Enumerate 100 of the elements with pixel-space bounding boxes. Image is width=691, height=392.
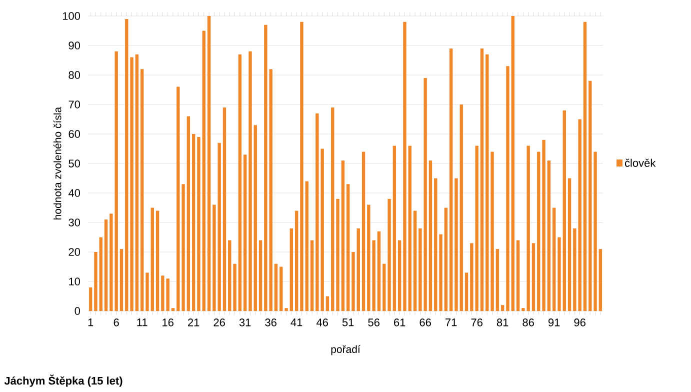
bar bbox=[140, 69, 144, 311]
bar bbox=[506, 66, 510, 311]
bar bbox=[460, 104, 463, 311]
bar bbox=[454, 178, 458, 311]
bar bbox=[233, 264, 236, 311]
y-tick-label: 80 bbox=[68, 71, 80, 79]
bar bbox=[331, 107, 334, 311]
x-tick-label: 36 bbox=[265, 318, 276, 326]
bar bbox=[280, 266, 283, 311]
bar bbox=[558, 237, 561, 311]
y-tick-label: 40 bbox=[68, 189, 80, 197]
x-axis-title: pořadí bbox=[331, 345, 360, 356]
x-tick-label: 51 bbox=[342, 318, 354, 326]
y-tick-label: 90 bbox=[68, 42, 80, 50]
bar bbox=[516, 240, 520, 311]
x-tick-label: 91 bbox=[548, 318, 560, 326]
bar bbox=[362, 152, 366, 311]
x-tick-label: 61 bbox=[394, 318, 406, 326]
bar bbox=[228, 240, 232, 311]
x-tick-label: 21 bbox=[188, 318, 200, 326]
bar bbox=[392, 146, 396, 311]
bar bbox=[150, 208, 154, 311]
bar bbox=[207, 16, 211, 311]
bar bbox=[480, 48, 484, 311]
bar bbox=[377, 231, 381, 311]
x-tick-label: 41 bbox=[290, 318, 302, 326]
text: Jáchym Štěpka (15 let) bbox=[4, 374, 122, 387]
y-tick-label: 60 bbox=[68, 130, 80, 138]
x-tick-label: 76 bbox=[471, 318, 482, 326]
bar bbox=[490, 152, 494, 311]
x-tick-label: 26 bbox=[214, 318, 225, 326]
bar bbox=[547, 160, 551, 311]
bar bbox=[94, 252, 98, 311]
bar bbox=[408, 146, 412, 311]
x-tick-label: 11 bbox=[137, 318, 148, 326]
y-tick-label: 0 bbox=[74, 307, 80, 315]
bar bbox=[238, 54, 242, 311]
x-tick-label: 1 bbox=[88, 318, 94, 326]
bar bbox=[403, 22, 406, 311]
bar bbox=[222, 107, 226, 311]
bar bbox=[192, 134, 196, 311]
bar bbox=[258, 240, 262, 311]
bar bbox=[274, 264, 278, 311]
bar bbox=[248, 51, 252, 311]
bar bbox=[583, 22, 587, 311]
bar bbox=[197, 136, 200, 311]
bar bbox=[284, 308, 288, 311]
bar bbox=[305, 181, 308, 311]
y-tick-label: 50 bbox=[68, 160, 80, 168]
bar bbox=[428, 160, 432, 311]
y-tick-label: 100 bbox=[62, 12, 80, 20]
bar bbox=[156, 210, 160, 311]
bar bbox=[135, 54, 139, 311]
bar bbox=[356, 228, 360, 311]
bar bbox=[176, 86, 180, 311]
bar bbox=[341, 160, 345, 311]
bar bbox=[104, 220, 108, 311]
bar bbox=[382, 264, 386, 311]
bar bbox=[398, 240, 402, 311]
x-tick-label: 86 bbox=[522, 318, 534, 326]
bar bbox=[352, 252, 355, 311]
bar bbox=[594, 152, 597, 311]
x-tick-label: 66 bbox=[420, 318, 431, 326]
bar bbox=[439, 234, 442, 311]
bar bbox=[99, 237, 102, 311]
bar bbox=[290, 228, 294, 311]
bar bbox=[496, 249, 500, 311]
bar bbox=[294, 210, 298, 311]
x-tick-label: 6 bbox=[114, 318, 119, 326]
bar bbox=[88, 287, 92, 311]
bar bbox=[310, 240, 314, 311]
bar bbox=[449, 48, 453, 311]
legend-label: člověk bbox=[624, 158, 656, 167]
bar bbox=[486, 54, 489, 311]
bar bbox=[413, 210, 417, 311]
x-tick-label: 31 bbox=[239, 318, 251, 326]
bar bbox=[130, 57, 134, 311]
bar bbox=[388, 198, 391, 311]
bar bbox=[444, 208, 448, 311]
bar bbox=[186, 116, 190, 311]
x-tick-label: 96 bbox=[574, 318, 586, 326]
bar bbox=[532, 243, 536, 311]
y-tick-label: 30 bbox=[68, 218, 80, 226]
bar bbox=[434, 178, 438, 311]
x-tick-label: 71 bbox=[446, 318, 457, 326]
bar bbox=[202, 30, 206, 311]
bar bbox=[182, 184, 185, 311]
bar bbox=[500, 305, 504, 311]
y-axis-title: hodnota zvoleného čísla bbox=[53, 106, 62, 220]
y-tick-label: 20 bbox=[68, 248, 80, 256]
bar bbox=[300, 22, 304, 311]
x-tick-label: 46 bbox=[316, 318, 328, 326]
bar bbox=[542, 140, 546, 311]
bar bbox=[254, 125, 257, 311]
bar bbox=[537, 152, 540, 311]
y-tick-label: 70 bbox=[68, 100, 80, 108]
x-tick-label: 16 bbox=[162, 318, 174, 326]
bar bbox=[568, 178, 572, 311]
y-tick-label: 10 bbox=[69, 278, 80, 286]
bar bbox=[125, 18, 128, 311]
